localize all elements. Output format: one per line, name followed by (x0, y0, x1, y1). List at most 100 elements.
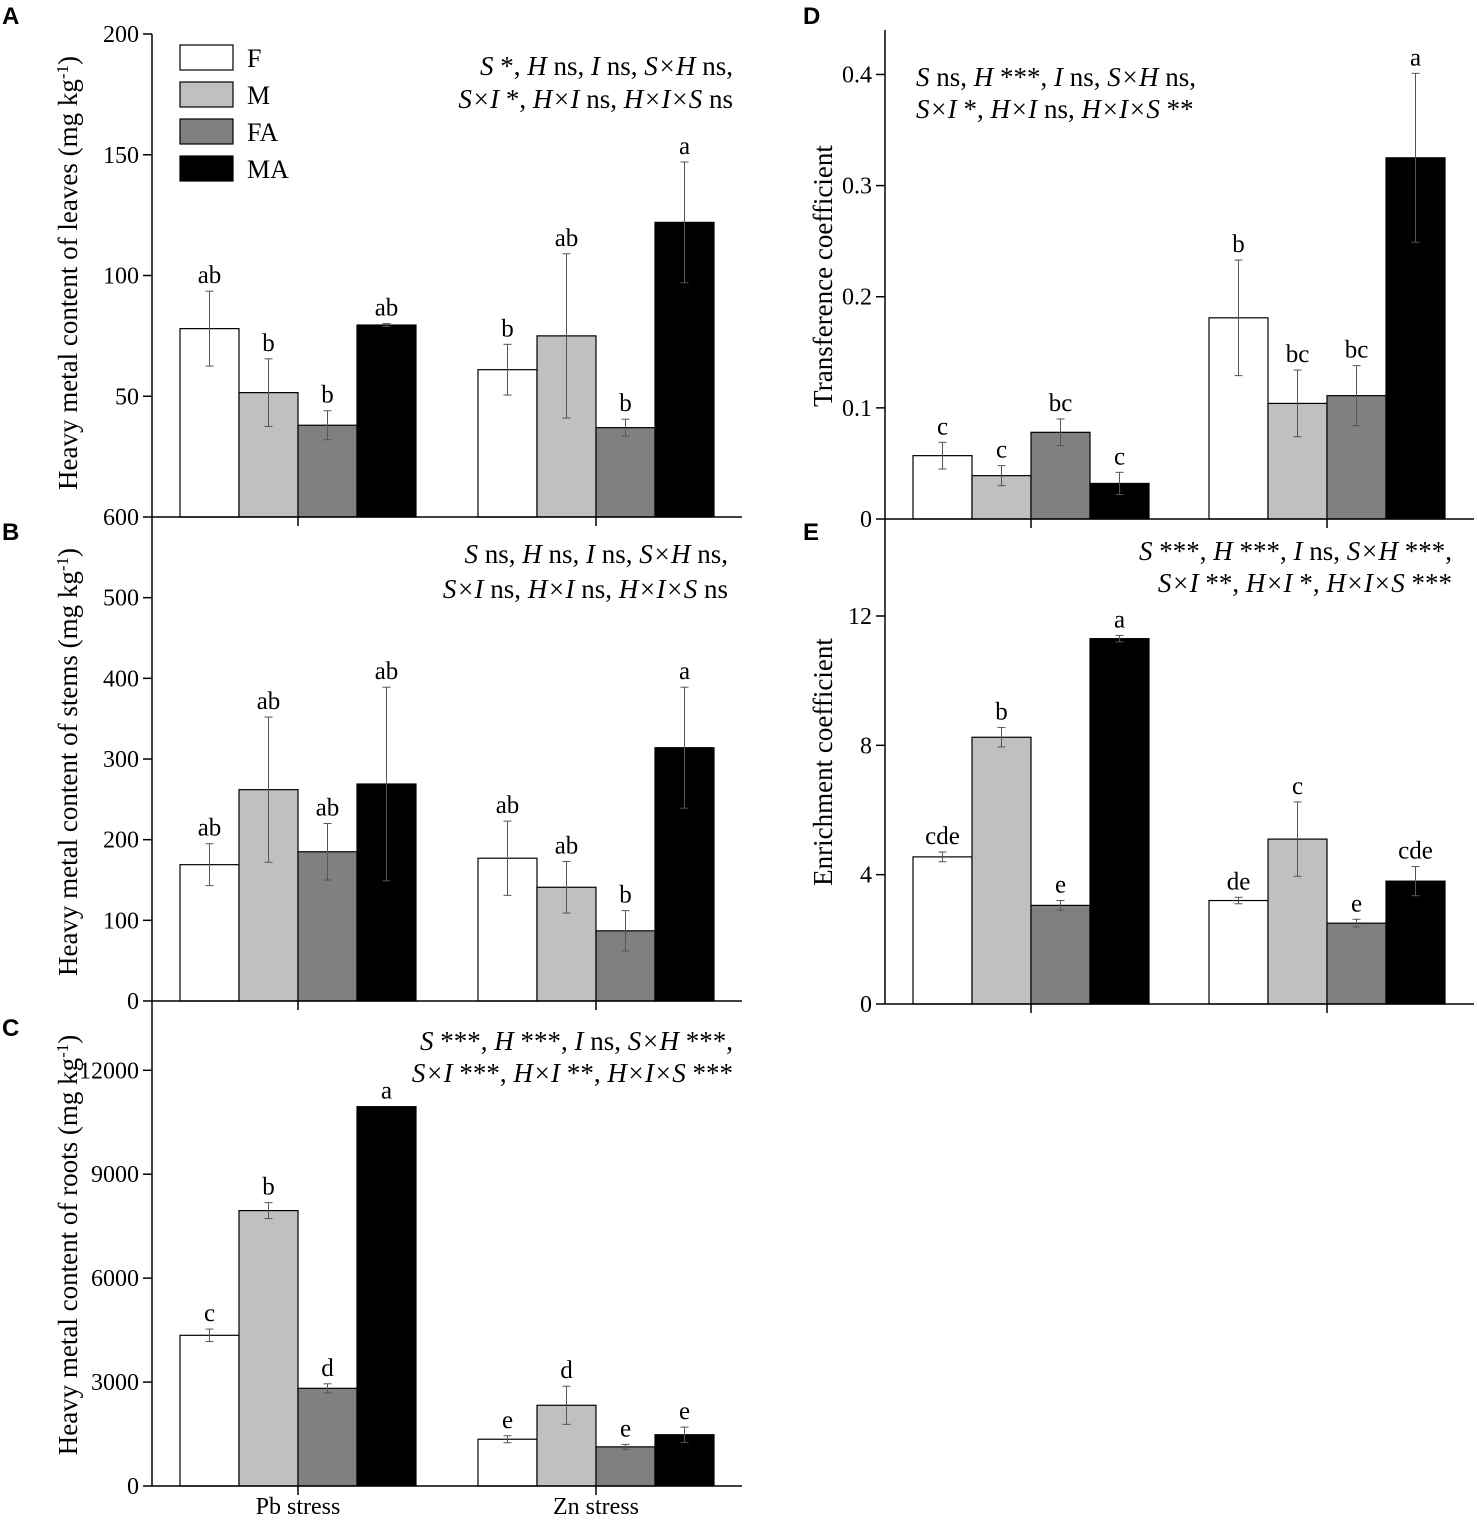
stat-significance: ns, (484, 574, 528, 604)
significance-letter: b (1232, 231, 1245, 258)
legend-swatch-ma (179, 155, 234, 182)
stat-term: H×I×S (1080, 94, 1160, 124)
y-tick-label: 600 (103, 505, 139, 531)
stat-term: H×I (1245, 568, 1295, 598)
stat-significance: ns, (595, 539, 639, 569)
y-axis-label-close: ) (53, 548, 83, 557)
bar-fa-zn (1326, 922, 1387, 1005)
panel-a: ab b b ab b b ab a 50 100 150 200 Heavy metal conten… (2, 3, 742, 526)
significance-letter: a (679, 658, 690, 685)
stat-term: S×H (1107, 62, 1160, 92)
y-tick-label: 100 (103, 908, 139, 934)
stat-term: I (1053, 62, 1065, 92)
significance-letter: ab (555, 225, 579, 252)
significance-letter: e (1351, 890, 1362, 917)
significance-letter: b (262, 1174, 275, 1201)
y-tick-label: 4 (860, 863, 872, 889)
bar-f-zn (477, 1438, 538, 1487)
y-tick-label: 0.3 (842, 174, 872, 200)
y-tick-label: 0 (127, 1474, 139, 1500)
legend-label-m: M (247, 81, 270, 110)
stat-significance: *, (493, 51, 527, 81)
y-tick-label: 100 (103, 264, 139, 290)
y-tick-label: 400 (103, 666, 139, 692)
stat-significance: ***, (1233, 536, 1294, 566)
stat-significance: ns, (1037, 94, 1081, 124)
stat-significance: ns, (478, 539, 522, 569)
significance-letter: bc (1345, 337, 1369, 364)
y-axis-label-superscript: -1 (53, 557, 72, 571)
panel-c: c e b d d e a e 0 3000 6000 9000 12000 Pb stress Zn st… (2, 1001, 742, 1520)
significance-letter: c (204, 1300, 215, 1327)
y-tick-label: 6000 (91, 1266, 139, 1292)
bar-fa-zn (595, 427, 656, 518)
y-tick-label: 9000 (91, 1162, 139, 1188)
y-tick-label: 0 (127, 989, 139, 1015)
stat-term: H (1212, 536, 1234, 566)
bar-fa-pb (297, 1387, 358, 1487)
y-axis-label-text: Transference coefficient (808, 145, 838, 407)
stats-line-2: S×I ***, H×I **, H×I×S *** (412, 1058, 733, 1088)
significance-letter: de (1227, 868, 1251, 895)
stat-term: H (493, 1026, 515, 1056)
bar-f-pb (179, 1334, 240, 1487)
y-axis-label-close: ) (53, 1035, 83, 1044)
stat-significance: *, (1293, 568, 1327, 598)
y-tick-label: 300 (103, 747, 139, 773)
bar-ma-zn (1385, 880, 1446, 1005)
stat-significance: ns, (600, 51, 644, 81)
stat-term: S×H (644, 51, 697, 81)
y-axis-label-text: Heavy metal content of stems (mg kg (53, 571, 83, 976)
significance-letter: e (502, 1407, 513, 1434)
stat-term: S (480, 51, 494, 81)
stat-significance: ns, (930, 62, 974, 92)
stat-term: S×H (639, 539, 692, 569)
y-axis-label-text: Enrichment coefficient (808, 638, 838, 886)
significance-letter: b (619, 390, 632, 417)
y-tick-label: 0.4 (842, 62, 872, 88)
stat-term: H (521, 539, 543, 569)
stats-line-2: S×I **, H×I *, H×I×S *** (1158, 568, 1452, 598)
stat-term: H×I (989, 94, 1039, 124)
significance-letter: ab (375, 658, 399, 685)
stat-term: S×H (628, 1026, 681, 1056)
significance-letter: e (620, 1415, 631, 1442)
stat-significance: ns, (575, 574, 619, 604)
stats-line-1: S ***, H ***, I ns, S×H ***, (1139, 536, 1452, 566)
panel-label: C (2, 1015, 19, 1042)
significance-letter: bc (1049, 390, 1073, 417)
stats-line-1: S ns, H ns, I ns, S×H ns, (464, 539, 728, 569)
y-axis-label: Heavy metal content of roots (mg kg-1) (53, 1035, 84, 1456)
stat-significance: ns, (580, 84, 624, 114)
significance-letter: c (1292, 773, 1303, 800)
stat-significance: **, (560, 1058, 607, 1088)
stat-significance: ns, (690, 539, 728, 569)
stats-line-1: S ns, H ***, I ns, S×H ns, (916, 62, 1196, 92)
stat-significance: ***, (1153, 536, 1214, 566)
bar-ma-zn (654, 1434, 715, 1487)
stat-significance: *** (686, 1058, 733, 1088)
y-tick-label: 12 (848, 604, 872, 630)
panel-label: B (2, 519, 19, 546)
significance-letter: a (381, 1078, 392, 1105)
panel-label: A (2, 3, 19, 30)
stat-significance: ns, (1159, 62, 1197, 92)
stat-significance: ns, (547, 51, 591, 81)
y-tick-label: 12000 (79, 1058, 139, 1084)
significance-letter: cde (1398, 838, 1433, 865)
stat-term: I (585, 539, 597, 569)
y-axis-label: Enrichment coefficient (808, 638, 838, 886)
significance-letter: d (321, 1355, 334, 1382)
stat-significance: ***, (514, 1026, 575, 1056)
significance-letter: ab (198, 262, 222, 289)
stat-term: S×I (443, 574, 486, 604)
stat-term: S (916, 62, 930, 92)
significance-letter: ab (316, 795, 340, 822)
y-axis-label-superscript: -1 (53, 1044, 72, 1058)
stat-significance: ** (1160, 94, 1194, 124)
y-tick-label: 3000 (91, 1370, 139, 1396)
stat-term: H×I (527, 574, 577, 604)
significance-letter: ab (555, 832, 579, 859)
significance-letter: ab (257, 688, 281, 715)
